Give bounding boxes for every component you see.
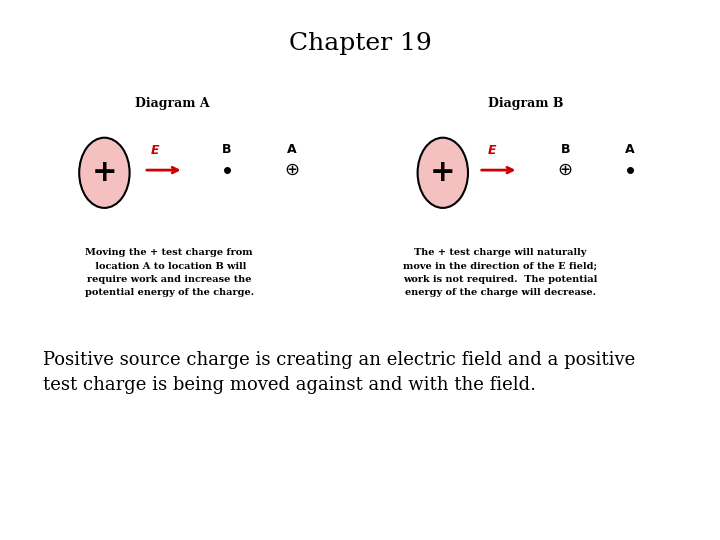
Text: +: + <box>91 158 117 187</box>
Text: ⊕: ⊕ <box>557 161 573 179</box>
Text: A: A <box>625 143 635 156</box>
Text: Chapter 19: Chapter 19 <box>289 32 431 56</box>
Text: Diagram A: Diagram A <box>135 97 210 110</box>
Text: Positive source charge is creating an electric field and a positive
test charge : Positive source charge is creating an el… <box>43 351 636 394</box>
Text: A: A <box>287 143 297 156</box>
Ellipse shape <box>79 138 130 208</box>
Ellipse shape <box>418 138 468 208</box>
Text: +: + <box>430 158 456 187</box>
Text: B: B <box>222 143 232 156</box>
Text: B: B <box>560 143 570 156</box>
Text: Diagram B: Diagram B <box>488 97 563 110</box>
Text: E: E <box>487 144 496 157</box>
Text: ⊕: ⊕ <box>284 161 300 179</box>
Text: The + test charge will naturally
move in the direction of the E field;
work is n: The + test charge will naturally move in… <box>403 248 598 297</box>
Text: Moving the + test charge from
 location A to location B will
require work and in: Moving the + test charge from location A… <box>85 248 253 297</box>
Text: E: E <box>150 144 159 157</box>
